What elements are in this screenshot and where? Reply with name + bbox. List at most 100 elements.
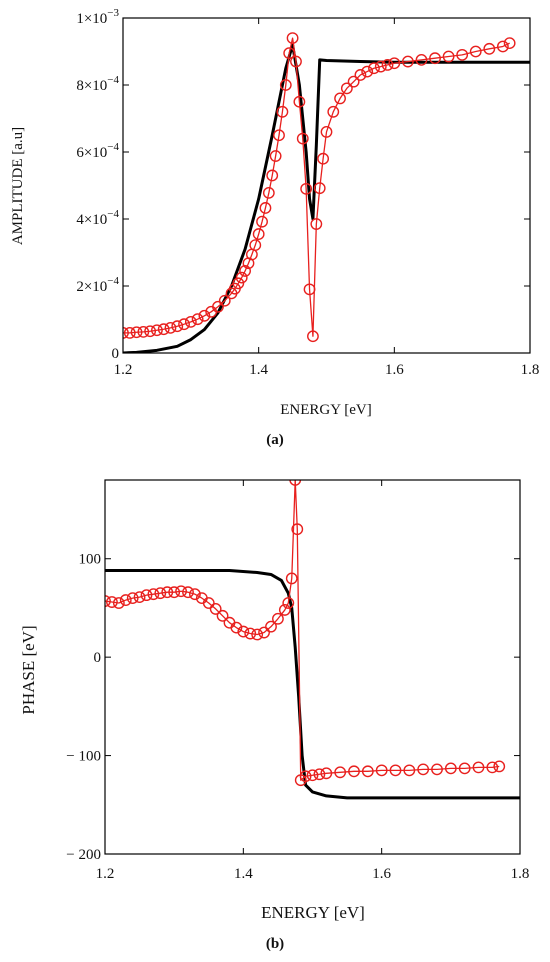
series-1-point: [282, 597, 295, 609]
series-1-point: [232, 277, 245, 290]
series-1-point: [259, 202, 272, 214]
y-tick-label: − 100: [66, 749, 101, 765]
series-1-point: [320, 125, 333, 138]
series-1-point: [493, 760, 506, 773]
amplitude-chart: 1.2 1.4 1.6 1.8 0 2×10−4 4×10−4 6×10−4 8×10−4 1×1…: [0, 0, 550, 470]
phase-x-axis-title: ENERGY [eV]: [261, 903, 365, 922]
y-tick-mantissa: 4×10: [76, 212, 107, 228]
series-1-point: [375, 764, 388, 777]
amplitude-x-axis-title: ENERGY [eV]: [280, 402, 372, 418]
series-1-point: [151, 324, 163, 337]
series-1-point: [269, 150, 282, 162]
y-tick-label: 8×10−4: [76, 74, 119, 94]
series-1-point: [483, 42, 496, 55]
series-1-point: [106, 596, 118, 608]
y-tick-exponent: −3: [107, 7, 119, 19]
y-tick-mantissa: 6×10: [76, 145, 107, 161]
series-1-point: [486, 761, 499, 774]
series-1-point: [347, 75, 360, 88]
series-1-point: [189, 588, 201, 601]
y-tick-mantissa: 2×10: [76, 279, 107, 295]
series-1-point: [300, 182, 313, 195]
series-1-point: [258, 626, 270, 639]
x-tick-label: 1.4: [234, 866, 253, 882]
series-1-point: [303, 283, 316, 296]
series-1-point: [306, 769, 319, 782]
x-tick-label: 1.6: [385, 362, 404, 378]
series-0-line: [123, 43, 530, 353]
series-1-point: [191, 313, 204, 326]
series-1-point: [299, 770, 312, 783]
series-1-point: [182, 586, 194, 599]
series-1-point: [456, 48, 469, 61]
series-1-point: [354, 69, 367, 81]
series-1-point: [313, 182, 326, 195]
series-1-point: [144, 325, 157, 338]
series-1-point: [265, 620, 277, 633]
series-1-line: [123, 37, 510, 337]
x-tick-label: 1.2: [96, 866, 115, 882]
series-1-point: [230, 621, 243, 634]
x-tick-label: 1.2: [114, 362, 133, 378]
series-1-point: [278, 604, 291, 616]
series-1-point: [252, 228, 265, 240]
series-1-point: [235, 271, 248, 284]
y-tick-label: 1×10−3: [76, 7, 119, 27]
series-1-point: [334, 766, 347, 779]
series-0-line: [105, 569, 520, 800]
series-1-point: [251, 628, 264, 641]
series-1-point: [388, 57, 401, 70]
series-1-point: [216, 609, 229, 622]
series-1-point: [361, 765, 374, 778]
series-1-point: [368, 62, 380, 75]
series-1-point: [348, 765, 360, 778]
series-1-point: [137, 325, 150, 338]
series-1-point: [285, 572, 298, 585]
series-1-point: [340, 82, 353, 95]
series-1-point: [178, 318, 190, 331]
x-tick-label: 1.8: [511, 866, 530, 882]
series-1-point: [429, 52, 441, 65]
series-1-point: [154, 587, 167, 600]
series-1-point: [123, 326, 136, 339]
series-1-point: [469, 45, 482, 58]
series-1-point: [310, 218, 323, 230]
series-1-point: [112, 597, 125, 609]
series-1-point: [244, 627, 257, 640]
series-1-point: [496, 40, 509, 53]
series-1-point: [140, 589, 153, 602]
series-1-point: [279, 79, 292, 91]
series-1-point: [401, 55, 414, 68]
y-tick-label: 2×10−4: [76, 275, 119, 295]
y-tick-exponent: −4: [107, 275, 119, 287]
series-1-point: [472, 761, 485, 774]
series-1-point: [171, 320, 184, 333]
series-1-point: [291, 523, 304, 536]
series-1-point: [161, 586, 174, 599]
series-1-point: [442, 50, 455, 63]
series-1-point: [272, 612, 284, 625]
y-tick-exponent: −4: [107, 141, 119, 153]
phase-axis-ticks: 1.2 1.4 1.6 1.8 − 200 − 100 0 100: [66, 480, 529, 882]
series-1-point: [249, 239, 262, 252]
amplitude-caption: (a): [266, 432, 284, 448]
series-1-point: [239, 265, 252, 277]
series-1-point: [503, 37, 516, 50]
phase-chart: 1.2 1.4 1.6 1.8 − 200 − 100 0 100 ENERGY [eV] P…: [0, 470, 550, 962]
series-1-point: [133, 591, 146, 604]
series-1-point: [218, 294, 231, 307]
y-tick-exponent: −4: [107, 74, 119, 86]
series-1-point: [175, 585, 187, 598]
x-tick-label: 1.4: [249, 362, 268, 378]
plot-data: [123, 32, 530, 353]
series-1-point: [237, 625, 250, 638]
y-tick-label: − 200: [66, 847, 101, 863]
series-1-point: [126, 592, 139, 605]
series-1-point: [361, 65, 374, 78]
series-1-point: [157, 323, 170, 336]
series-1-point: [276, 105, 289, 118]
y-tick-label: 100: [79, 552, 102, 568]
series-1-point: [417, 763, 430, 776]
series-1-point: [168, 586, 181, 599]
y-tick-label: 4×10−4: [76, 208, 119, 228]
